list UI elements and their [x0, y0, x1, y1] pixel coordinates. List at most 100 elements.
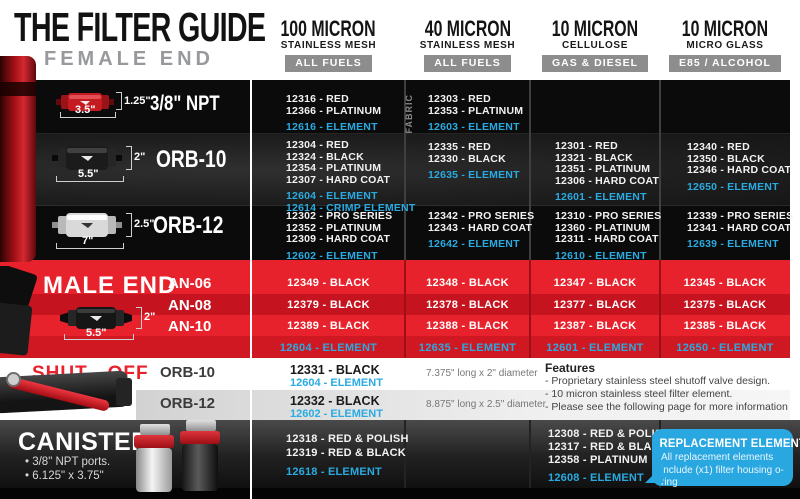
column-divider	[529, 420, 531, 488]
element-number: 12604 - ELEMENT	[290, 377, 383, 389]
width-dim-label: 5.5"	[86, 327, 107, 339]
red-inline-filter-icon	[56, 93, 114, 111]
width-dim-label: 7"	[82, 235, 94, 247]
part-number: 12366 - PLATINUM	[286, 104, 382, 117]
black-inline-filter-icon	[52, 146, 122, 170]
part-cell: 12318 - RED & POLISH 12319 - RED & BLACK…	[286, 432, 409, 479]
part-cell: 12335 - RED 12330 - BLACK 12635 - ELEMEN…	[428, 141, 520, 182]
element-number: 12635 - ELEMENT	[428, 169, 520, 182]
column-header-10-micron-microglass: 10 MICRON MICRO GLASS E85 / ALCOHOL	[660, 18, 790, 72]
dimensions-note: 8.875" long x 2.5" diameter	[426, 399, 546, 410]
part-number: 12343 - HARD COAT	[428, 221, 533, 234]
element-number: 12601 - ELEMENT	[555, 191, 647, 204]
fuel-badge: ALL FUELS	[424, 55, 511, 72]
part-number: 12351 - PLATINUM	[555, 163, 651, 176]
male-black-filter-icon	[60, 307, 132, 329]
canister-bullet: • 6.125" x 3.75"	[25, 470, 104, 482]
label-column-divider	[250, 80, 252, 499]
column-micron: 10 MICRON	[551, 16, 639, 41]
part-number: 12318 - RED & POLISH	[286, 433, 409, 445]
width-dim-bracket	[64, 334, 134, 340]
part-number: 12342 - PRO SERIES	[428, 210, 535, 222]
part-number: 12332 - BLACK	[290, 394, 380, 408]
orb12-row-stripe	[136, 390, 790, 420]
part-cell: 12387 - BLACK	[553, 320, 637, 332]
part-cell: 12375 - BLACK	[683, 299, 767, 311]
male-end-label: MALE END	[43, 272, 177, 299]
canister-bullet: • 3/8" NPT ports.	[25, 456, 111, 468]
part-cell: 12345 - BLACK	[683, 277, 767, 289]
part-number: 12346 - HARD COAT	[687, 164, 792, 177]
column-divider	[404, 420, 406, 488]
column-divider	[404, 260, 406, 358]
width-dim-bracket	[56, 176, 124, 182]
part-cell: 12347 - BLACK	[553, 277, 637, 289]
element-number: 12639 - ELEMENT	[687, 238, 779, 251]
fabric-note: FABRIC	[404, 94, 414, 134]
replacement-elements-title: REPLACEMENT ELEMENTS	[659, 436, 800, 450]
column-header-100-micron: 100 MICRON STAINLESS MESH ALL FUELS	[252, 18, 405, 72]
column-header-10-micron-cellulose: 10 MICRON CELLULOSE GAS & DIESEL	[530, 18, 660, 72]
height-dim-label: 2.5"	[134, 218, 155, 230]
fuel-badge: ALL FUELS	[285, 55, 372, 72]
replacement-elements-text: All replacement elements include (x1) fi…	[661, 452, 784, 488]
part-number: 12335 - RED	[428, 141, 491, 153]
part-cell: 12379 - BLACK	[287, 299, 370, 311]
row-label-orb12: ORB-12	[160, 395, 216, 412]
features-title: Features	[545, 361, 596, 375]
feature-item: - Proprietary stainless steel shutoff va…	[545, 375, 771, 387]
width-dim-label: 5.5"	[78, 168, 99, 180]
row-label-orb12: ORB-12	[153, 212, 224, 239]
row-label-orb10: ORB-10	[160, 364, 216, 381]
column-header-40-micron: 40 MICRON STAINLESS MESH ALL FUELS	[405, 18, 530, 72]
element-number: 12642 - ELEMENT	[428, 238, 520, 251]
feature-item: - Please see the following page for more…	[545, 401, 788, 413]
part-number: 12339 - PRO SERIES	[687, 210, 794, 222]
row-label-an06: AN-06	[168, 275, 212, 292]
element-number: 12610 - ELEMENT	[555, 249, 647, 262]
column-micron: 100 MICRON	[280, 16, 377, 41]
column-divider	[529, 260, 531, 358]
part-cell: 12377 - BLACK	[553, 299, 637, 311]
part-cell: 12303 - RED 12353 - PLATINUM 12603 - ELE…	[428, 93, 523, 134]
element-number: 12603 - ELEMENT	[428, 121, 520, 134]
column-divider	[659, 260, 661, 358]
fuel-badge: GAS & DIESEL	[541, 55, 649, 72]
part-number: 12354 - PLATINUM	[286, 162, 382, 175]
column-media: MICRO GLASS	[686, 40, 764, 51]
part-cell: 12310 - PRO SERIES 12360 - PLATINUM 1231…	[555, 210, 661, 262]
width-dim-label: 3.5"	[75, 104, 96, 116]
width-dim-bracket	[56, 243, 124, 249]
column-media: STAINLESS MESH	[280, 40, 377, 51]
element-number: 12601 - ELEMENT	[546, 342, 644, 354]
part-cell: 12348 - BLACK	[426, 277, 509, 289]
row-divider	[0, 205, 790, 206]
element-number: 12635 - ELEMENT	[418, 342, 517, 354]
part-cell: 12389 - BLACK	[287, 320, 370, 332]
column-divider	[659, 80, 661, 260]
fuel-badge: E85 / ALCOHOL	[669, 55, 781, 72]
element-number: 12608 - ELEMENT	[548, 472, 644, 484]
height-dim-bracket	[116, 92, 122, 110]
red-stripe-medium	[0, 336, 790, 358]
element-number: 12602 - ELEMENT	[290, 408, 383, 420]
part-cell: 12388 - BLACK	[426, 320, 509, 332]
part-number: 12350 - BLACK	[687, 152, 765, 165]
part-number: 12330 - BLACK	[428, 152, 506, 165]
part-cell: 12349 - BLACK	[287, 277, 370, 289]
part-number: 12308 - RED & POLISH	[548, 428, 671, 440]
part-number: 12352 - PLATINUM	[286, 221, 382, 234]
element-number: 12616 - ELEMENT	[286, 121, 378, 134]
part-number: 12324 - BLACK	[286, 150, 364, 163]
element-number: 12602 - ELEMENT	[286, 249, 378, 262]
part-cell: 12308 - RED & POLISH 12317 - RED & BLACK…	[548, 428, 671, 485]
dimensions-note: 7.375" long x 2" diameter	[426, 368, 538, 379]
part-cell: 12316 - RED 12366 - PLATINUM 12616 - ELE…	[286, 93, 382, 134]
element-number: 12604 - ELEMENT	[279, 342, 378, 354]
part-number: 12301 - RED	[555, 140, 618, 152]
height-dim-label: 2"	[134, 151, 146, 163]
width-dim-bracket	[60, 112, 116, 118]
row-label-npt: 3/8" NPT	[150, 92, 220, 115]
part-number: 12309 - HARD COAT	[286, 233, 391, 246]
part-cell: 12304 - RED 12324 - BLACK 12354 - PLATIN…	[286, 139, 415, 215]
